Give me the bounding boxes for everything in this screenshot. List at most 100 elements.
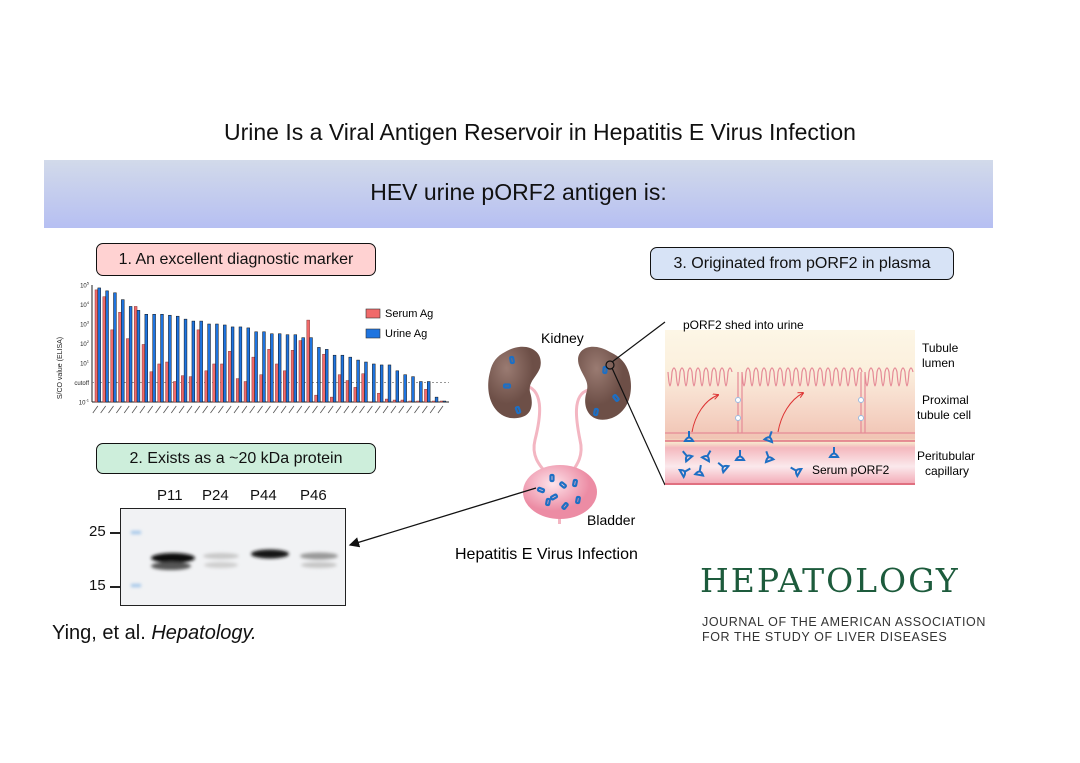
cell-label: Proximal <box>922 393 969 407</box>
finding-3-label: 3. Originated from pORF2 in plasma <box>650 247 954 280</box>
y-axis-label: S/CO value (ELISA) <box>57 337 64 399</box>
tick <box>110 586 120 588</box>
bar-urine <box>238 326 243 403</box>
serum-porf2 <box>693 464 705 477</box>
kidney-right <box>578 346 631 420</box>
bar-urine <box>144 314 148 403</box>
x-tick-label <box>131 405 138 414</box>
journal-logo: HEPATOLOGY <box>700 561 960 600</box>
virion <box>572 478 578 488</box>
x-tick-label <box>351 405 358 414</box>
bar-urine <box>97 287 101 403</box>
bar-urine <box>442 400 447 403</box>
capillary-label: Peritubular <box>917 449 975 463</box>
x-tick-label <box>312 405 318 414</box>
lane-label: P46 <box>300 487 327 504</box>
serum-porf2 <box>762 430 774 444</box>
bar-urine <box>246 327 250 403</box>
bar-urine <box>285 334 290 403</box>
x-tick-label <box>406 405 412 414</box>
bar-urine <box>309 337 313 403</box>
bar-urine <box>340 354 345 403</box>
x-tick-label <box>257 405 263 414</box>
x-tick-label <box>92 405 99 414</box>
bladder-label: Bladder <box>587 512 636 528</box>
page-title: Urine Is a Viral Antigen Reservoir in He… <box>224 119 856 145</box>
bar-urine <box>348 356 352 403</box>
legend-serum: Serum Ag <box>385 308 433 320</box>
bar-urine <box>411 376 415 403</box>
kidney-label: Kidney <box>541 330 584 346</box>
virion <box>549 473 555 483</box>
x-tick-label <box>390 405 397 414</box>
x-tick-label <box>139 405 146 414</box>
virion <box>559 481 567 489</box>
transport-arrow <box>777 393 803 433</box>
y-tick-label: 10-1 <box>79 398 90 407</box>
x-tick-label <box>265 405 271 414</box>
bar-urine <box>183 318 188 403</box>
y-tick-label: 105 <box>80 281 90 290</box>
x-tick-label <box>170 405 177 414</box>
lane-label: P11 <box>157 487 183 504</box>
virion <box>593 407 599 417</box>
zoom-circle <box>605 360 615 370</box>
citation-journal: Hepatology. <box>151 622 257 644</box>
lane-label: P24 <box>202 487 229 504</box>
x-tick-label <box>272 405 279 414</box>
bar-urine <box>215 323 219 403</box>
serum-porf2 <box>683 431 695 442</box>
diagram-caption: Hepatitis E Virus Infection <box>455 546 638 563</box>
virion <box>612 394 620 402</box>
serum-label: Serum pORF2 <box>812 463 890 477</box>
bar-urine <box>199 320 203 403</box>
bar-urine <box>136 310 141 403</box>
legend-swatch-urine <box>365 328 381 339</box>
bar-urine <box>427 381 431 403</box>
banner <box>44 160 993 228</box>
virion <box>561 502 569 510</box>
shed-label: pORF2 shed into urine <box>683 318 804 332</box>
bar-urine <box>113 292 117 403</box>
kidney-left <box>488 346 541 419</box>
bar-urine <box>277 333 282 403</box>
x-tick-label <box>225 405 232 414</box>
x-tick-label <box>335 405 342 414</box>
arrow-bladder-to-blot <box>348 487 537 548</box>
serum-porf2 <box>700 450 712 464</box>
bar-urine <box>105 290 109 403</box>
citation: Ying, et al. Hepatology. <box>52 622 257 645</box>
legend-swatch-serum <box>365 308 381 319</box>
x-tick-label <box>359 405 365 414</box>
x-tick-label <box>429 405 436 414</box>
x-tick-label <box>414 405 420 414</box>
zoom-line <box>611 321 666 363</box>
bar-urine <box>293 334 298 403</box>
bar-urine <box>191 320 196 403</box>
x-tick-label <box>382 405 389 414</box>
bar-urine <box>395 370 399 403</box>
bar-urine <box>270 333 274 403</box>
x-tick-label <box>194 405 201 414</box>
y-tick-label: cutoff <box>74 381 89 387</box>
y-tick-label: 103 <box>80 320 90 329</box>
logo-subtitle: JOURNAL OF THE AMERICAN ASSOCIATION <box>702 615 987 629</box>
bladder <box>523 465 597 519</box>
x-tick-label <box>249 405 256 414</box>
x-tick-label <box>186 405 193 414</box>
x-tick-label <box>163 405 169 414</box>
serum-porf2 <box>717 462 731 475</box>
x-tick-label <box>233 405 240 414</box>
bar-urine <box>254 331 258 403</box>
x-tick-label <box>288 405 295 414</box>
bar-urine <box>379 364 384 403</box>
bar-urine <box>176 315 180 403</box>
x-tick-label <box>327 405 334 414</box>
serum-porf2 <box>828 447 840 458</box>
x-tick-label <box>280 405 287 414</box>
lumen-label: Tubule <box>922 341 959 355</box>
western-blot <box>120 508 346 606</box>
citation-authors: Ying, et al. <box>52 622 146 644</box>
bar-urine <box>152 314 156 403</box>
